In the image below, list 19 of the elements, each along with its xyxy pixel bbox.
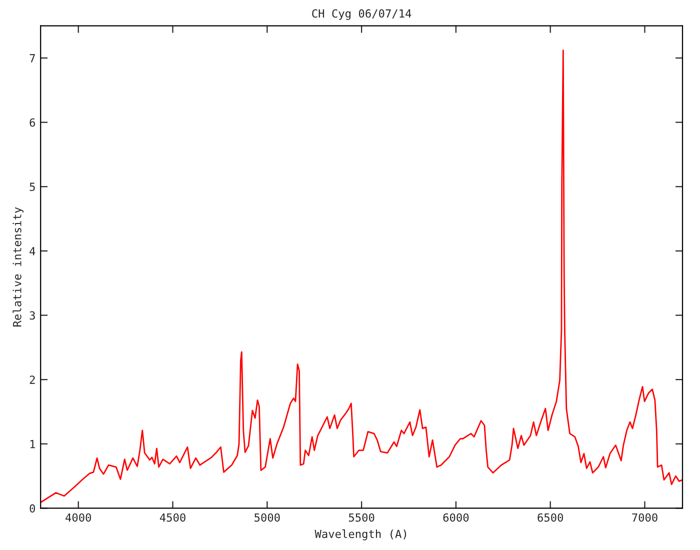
x-tick-label: 6000 [443, 513, 469, 522]
y-tick-label: 4 [30, 247, 36, 256]
y-tick-label: 6 [30, 118, 36, 127]
y-axis-title: Relative intensity [12, 207, 24, 326]
x-tick-label: 5500 [348, 513, 374, 522]
x-tick-label: 4500 [160, 513, 186, 522]
x-tick-label: 7000 [632, 513, 658, 522]
x-tick-label: 4000 [66, 513, 92, 522]
x-tick-label: 5000 [254, 513, 280, 522]
y-tick-label: 5 [30, 182, 35, 192]
y-tick-label: 3 [30, 311, 35, 320]
x-tick-label: 6500 [538, 513, 564, 522]
line-series [40, 50, 682, 504]
y-tick-label: 1 [30, 440, 35, 448]
y-tick-label: 0 [30, 504, 36, 513]
chart-title: CH Cyg 06/07/14 [312, 9, 412, 20]
y-tick-label: 7 [30, 54, 35, 62]
x-axis-title: Wavelength (A) [314, 529, 406, 540]
y-tick-label: 2 [30, 376, 35, 384]
